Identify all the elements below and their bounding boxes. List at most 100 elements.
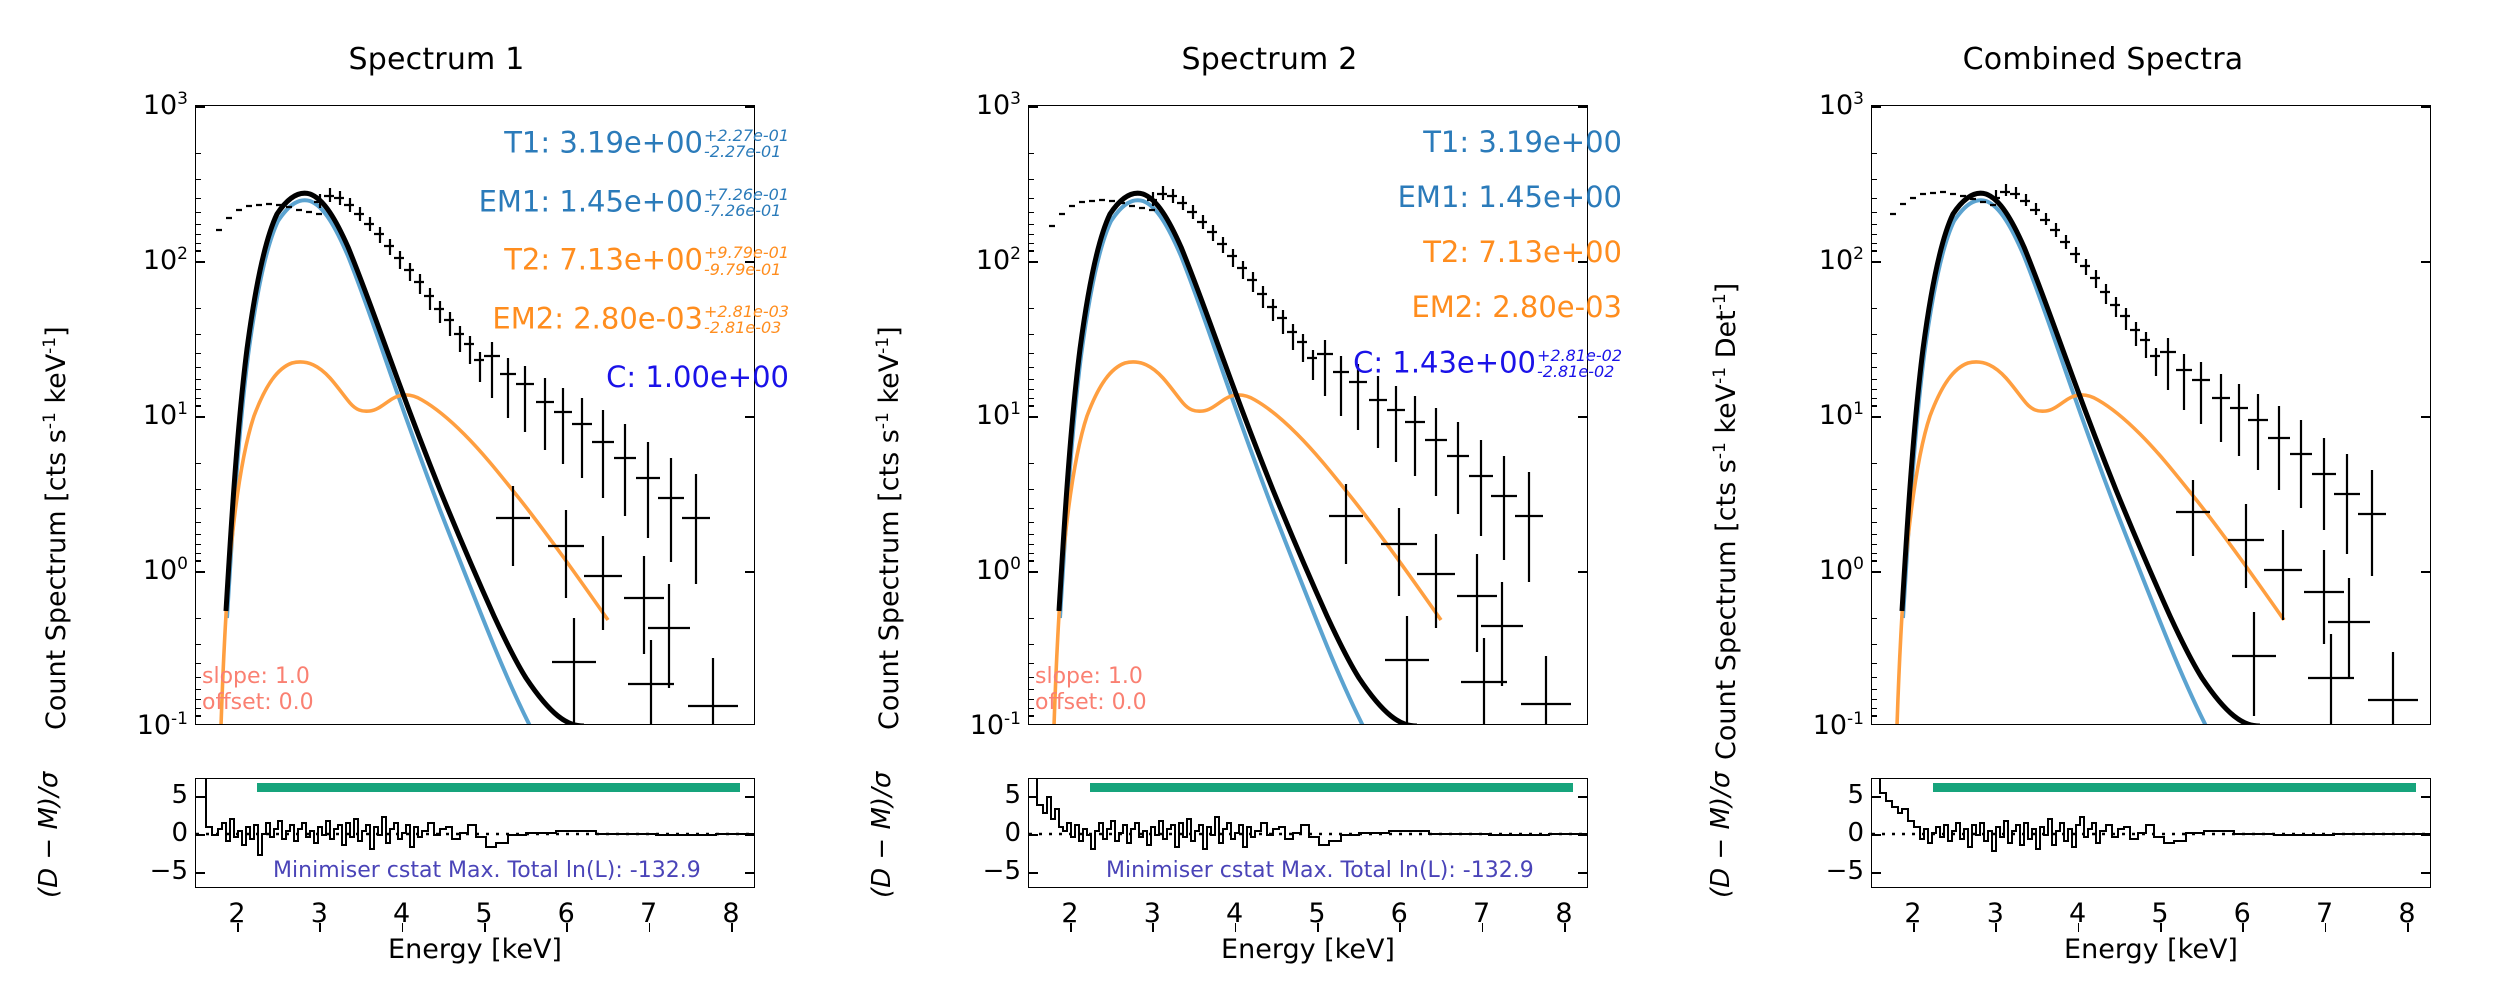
x-axis-title: Energy [keV] — [388, 934, 562, 965]
fit-param-em1: EM1: 1.45e+00 +7.26e-01 -7.26e-01 — [478, 183, 789, 220]
residual-y-tick-label: 5 — [1847, 780, 1864, 810]
x-tick-label: 2 — [228, 898, 246, 929]
residual-y-tick-label: 0 — [1004, 818, 1021, 848]
component1-curve — [1058, 198, 1365, 724]
gain-slope: slope: 1.0 — [202, 664, 310, 690]
residual-y-tick-label: 5 — [1004, 780, 1021, 810]
fit-parameter-annotations: T1: 3.19e+00 +2.27e-01 -2.27e-01 EM1: 1.45… — [478, 125, 789, 394]
main-plot-area[interactable]: slope: 1.0 offset: 0.0 — [1028, 105, 1588, 725]
y-tick-label: 100 — [142, 554, 188, 586]
residual-plot-area[interactable] — [1871, 778, 2431, 888]
x-tick-label: 3 — [310, 898, 328, 929]
panel-combined-spectra: Combined Spectra Count Spectrum [cts s-1… — [1666, 0, 2500, 1000]
x-tick-label: 7 — [1473, 898, 1491, 929]
residual-curve — [1029, 779, 1587, 887]
fit-param-c: C: 1.43e+00 +2.81e-02 -2.81e-02 — [1353, 345, 1622, 382]
fit-param-em1: EM1: 1.45e+00 — [1397, 180, 1622, 214]
good-energy-range-bar — [1090, 783, 1574, 792]
good-energy-range-bar — [1933, 783, 2417, 792]
residual-y-tick-label-column: 5 0 −5 — [1744, 778, 1864, 888]
panel-spectrum-2: Spectrum 2 Count Spectrum [cts s-1 keV-1… — [833, 0, 1666, 1000]
residual-y-tick-label: −5 — [982, 856, 1021, 886]
data-errorbars — [1890, 184, 2418, 724]
x-tick-label: 2 — [1061, 898, 1079, 929]
residual-y-tick-label: 0 — [1847, 818, 1864, 848]
main-plot-area[interactable]: slope: 1.0 offset: 0.0 — [195, 105, 755, 725]
y-tick-label-column: 103 102 101 100 10-1 — [68, 89, 188, 741]
x-tick-label: 4 — [2069, 898, 2087, 929]
x-tick-label: 8 — [1555, 898, 1573, 929]
y-tick-label: 103 — [975, 89, 1021, 121]
residual-y-tick-label: 0 — [171, 818, 188, 848]
x-tick-label: 7 — [2316, 898, 2334, 929]
total-model-curve — [223, 190, 585, 724]
y-tick-label: 102 — [975, 244, 1021, 276]
y-tick-label: 10-1 — [969, 709, 1021, 741]
residual-y-tick-label: 5 — [171, 780, 188, 810]
y-tick-label: 101 — [1818, 399, 1864, 431]
gain-offset: offset: 0.0 — [202, 690, 314, 716]
x-tick-marks — [1028, 922, 1588, 932]
panel-title: Combined Spectra — [1962, 42, 2244, 77]
y-tick-label: 10-1 — [1812, 709, 1864, 741]
panel-spectrum-1: Spectrum 1 Count Spectrum [cts s-1 keV-1… — [0, 0, 833, 1000]
residual-y-tick-label-column: 5 0 −5 — [68, 778, 188, 888]
component1-curve — [1901, 198, 2208, 724]
y-tick-label: 102 — [1818, 244, 1864, 276]
x-tick-label: 4 — [393, 898, 411, 929]
x-tick-label: 2 — [1904, 898, 1922, 929]
residual-curve — [1872, 779, 2430, 887]
gain-slope-offset-text: slope: 1.0 offset: 0.0 — [1035, 664, 1147, 716]
x-tick-labels: 2 3 4 5 6 7 8 — [1028, 892, 1588, 932]
fit-param-t2: T2: 7.13e+00 — [1423, 235, 1622, 269]
x-tick-label: 3 — [1143, 898, 1161, 929]
total-model-curve — [1056, 190, 1418, 724]
residual-plot-area[interactable]: Minimiser cstat Max. Total ln(L): -132.9 — [195, 778, 755, 888]
x-tick-labels: 2 3 4 5 6 7 8 — [1871, 892, 2431, 932]
x-tick-label: 7 — [640, 898, 658, 929]
gain-slope-offset-text: slope: 1.0 offset: 0.0 — [202, 664, 314, 716]
y-axis-title: Count Spectrum [cts s-1 keV-1 Det-1] — [1710, 282, 1742, 760]
data-errorbars — [216, 188, 738, 724]
gain-offset: offset: 0.0 — [1035, 690, 1147, 716]
y-tick-label: 103 — [1818, 89, 1864, 121]
x-tick-label: 8 — [722, 898, 740, 929]
x-tick-label: 6 — [1390, 898, 1408, 929]
good-energy-range-bar — [257, 783, 741, 792]
spectrum-curves — [1029, 106, 1587, 724]
residual-plot-area[interactable]: Minimiser cstat Max. Total ln(L): -132.9 — [1028, 778, 1588, 888]
y-tick-label-column: 103 102 101 100 10-1 — [1744, 89, 1864, 741]
x-tick-marks — [1871, 922, 2431, 932]
fit-param-c: C: 1.00e+00 — [606, 359, 789, 394]
main-plot-area[interactable] — [1871, 105, 2431, 725]
fit-param-em2: EM2: 2.80e-03 +2.81e-03 -2.81e-03 — [492, 301, 789, 338]
fit-param-t1: T1: 3.19e+00 +2.27e-01 -2.27e-01 — [504, 125, 789, 162]
total-model-curve — [1899, 190, 2261, 724]
x-tick-label: 5 — [475, 898, 493, 929]
y-tick-label: 100 — [1818, 554, 1864, 586]
y-tick-label: 103 — [142, 89, 188, 121]
panel-title: Spectrum 2 — [1181, 42, 1358, 77]
fit-parameter-annotations: T1: 3.19e+00 EM1: 1.45e+00 T2: 7.13e+00 … — [1353, 128, 1622, 381]
y-tick-label-column: 103 102 101 100 10-1 — [901, 89, 1021, 741]
residual-y-axis-title: (D − M)/σ — [867, 771, 897, 898]
residual-y-tick-label: −5 — [149, 856, 188, 886]
component2-curve — [1895, 360, 2286, 724]
fit-param-em2: EM2: 2.80e-03 — [1411, 290, 1622, 324]
residual-y-tick-label-column: 5 0 −5 — [901, 778, 1021, 888]
x-tick-label: 6 — [2233, 898, 2251, 929]
x-tick-label: 5 — [1308, 898, 1326, 929]
panel-title: Spectrum 1 — [348, 42, 525, 77]
data-errorbars — [1049, 186, 1571, 724]
x-tick-label: 6 — [557, 898, 575, 929]
fit-param-t1: T1: 3.19e+00 — [1423, 125, 1622, 159]
residual-curve — [196, 779, 754, 887]
residual-y-axis-title: (D − M)/σ — [34, 771, 64, 898]
spectrum-curves — [1872, 106, 2430, 724]
residual-y-tick-label: −5 — [1825, 856, 1864, 886]
fit-param-t2: T2: 7.13e+00 +9.79e-01 -9.79e-01 — [504, 242, 789, 279]
minimiser-statistic-text: Minimiser cstat Max. Total ln(L): -132.9 — [1106, 858, 1534, 883]
x-axis-title: Energy [keV] — [1221, 934, 1395, 965]
y-tick-label: 101 — [142, 399, 188, 431]
